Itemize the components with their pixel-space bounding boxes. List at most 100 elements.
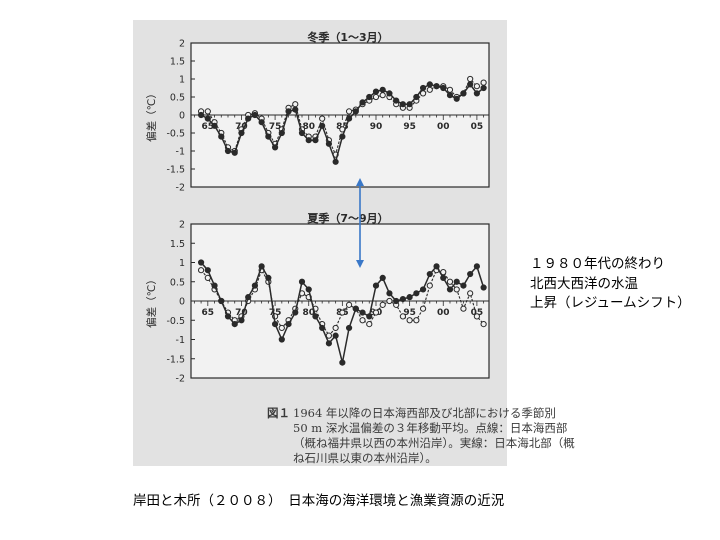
data-point-open bbox=[446, 278, 454, 285]
data-point-open bbox=[413, 317, 420, 324]
note-line: １９８０年代の終わり bbox=[530, 256, 665, 272]
regime-shift-note: １９８０年代の終わり 北西大西洋の水温 上昇（レジュームシフト） bbox=[530, 255, 691, 314]
y-tick-label: 0 bbox=[179, 111, 185, 122]
y-tick-label: 1.5 bbox=[170, 57, 185, 68]
data-point-open bbox=[345, 108, 353, 115]
data-point-filled bbox=[453, 95, 460, 102]
data-point-filled bbox=[271, 144, 279, 151]
data-point-open bbox=[278, 324, 285, 332]
data-point-filled bbox=[285, 108, 292, 115]
y-tick-label: 0.5 bbox=[170, 93, 185, 104]
data-point-filled bbox=[211, 282, 218, 289]
data-point-filled bbox=[298, 129, 306, 137]
data-point-filled bbox=[211, 122, 218, 129]
data-point-filled bbox=[204, 115, 211, 122]
y-tick-label: -1.5 bbox=[166, 165, 185, 176]
y-axis-label: 偏差（℃） bbox=[145, 88, 158, 142]
chart-figure: 冬季（1～3月）21.510.50-0.5-1-1.5-265707580859… bbox=[145, 30, 490, 385]
data-point-open bbox=[426, 86, 433, 93]
data-point-open bbox=[419, 305, 427, 312]
data-point-filled bbox=[359, 309, 366, 316]
data-point-open bbox=[406, 317, 413, 324]
x-tick-label: 00 bbox=[437, 308, 450, 318]
y-tick-label: 1 bbox=[179, 258, 185, 269]
x-tick-label: 65 bbox=[202, 122, 215, 132]
x-tick-label: 05 bbox=[471, 122, 484, 132]
data-point-filled bbox=[312, 313, 319, 320]
data-point-open bbox=[372, 309, 380, 316]
data-point-open bbox=[473, 313, 480, 320]
data-point-filled bbox=[197, 259, 205, 266]
note-line: 北西大西洋の水温 bbox=[530, 275, 638, 292]
data-point-filled bbox=[460, 90, 467, 97]
data-point-filled bbox=[204, 267, 211, 274]
x-tick-label: 95 bbox=[403, 308, 416, 318]
caption-line: ね石川県以東の本州沿岸）。 bbox=[293, 451, 437, 465]
data-point-filled bbox=[305, 137, 312, 144]
caption-line: 50 m 深水温偏差の３年移動平均。点線：日本海西部 bbox=[293, 421, 568, 435]
data-point-filled bbox=[399, 101, 406, 108]
data-point-open bbox=[292, 101, 299, 108]
y-tick-label: -2 bbox=[176, 183, 185, 194]
y-tick-label: 0.5 bbox=[170, 277, 185, 288]
y-tick-label: 0 bbox=[179, 297, 185, 308]
data-point-open bbox=[480, 79, 487, 86]
data-point-filled bbox=[460, 282, 467, 289]
x-tick-label: 75 bbox=[269, 308, 282, 318]
data-point-filled bbox=[345, 115, 353, 122]
data-point-filled bbox=[419, 84, 427, 92]
data-point-filled bbox=[480, 284, 487, 291]
data-point-filled bbox=[292, 106, 299, 113]
data-point-open bbox=[467, 290, 474, 297]
data-point-filled bbox=[251, 282, 259, 289]
panel-title: 夏季（7～9月） bbox=[307, 211, 388, 225]
data-point-filled bbox=[231, 321, 238, 328]
data-point-filled bbox=[332, 332, 339, 339]
data-point-filled bbox=[426, 81, 433, 88]
y-tick-label: -1 bbox=[176, 147, 185, 158]
data-point-filled bbox=[258, 119, 265, 126]
data-point-filled bbox=[339, 133, 346, 140]
y-axis-label: 偏差（℃） bbox=[145, 274, 158, 328]
x-tick-label: 00 bbox=[437, 122, 450, 132]
data-point-filled bbox=[345, 324, 353, 332]
figure-label: 図１ bbox=[267, 406, 290, 420]
data-point-open bbox=[345, 301, 353, 308]
y-tick-label: 2 bbox=[179, 220, 185, 231]
data-point-filled bbox=[319, 324, 326, 332]
data-point-filled bbox=[278, 129, 285, 137]
data-point-filled bbox=[366, 93, 373, 101]
x-tick-label: 70 bbox=[235, 308, 248, 318]
data-point-filled bbox=[197, 111, 205, 119]
data-point-filled bbox=[473, 90, 480, 97]
data-point-filled bbox=[292, 309, 299, 316]
data-point-filled bbox=[453, 278, 460, 285]
y-tick-label: 2 bbox=[179, 39, 185, 50]
data-point-open bbox=[426, 282, 433, 289]
x-tick-label: 80 bbox=[302, 122, 315, 132]
panel-title: 冬季（1～3月） bbox=[307, 30, 388, 44]
data-point-open bbox=[480, 321, 487, 328]
data-point-filled bbox=[446, 286, 454, 293]
data-point-filled bbox=[325, 340, 333, 347]
caption-line: 1964 年以降の日本海西部及び北部における季節別 bbox=[293, 406, 556, 420]
data-point-filled bbox=[278, 336, 285, 343]
data-point-open bbox=[359, 317, 366, 324]
data-point-open bbox=[453, 286, 460, 293]
y-tick-label: -1.5 bbox=[166, 354, 185, 365]
data-point-open bbox=[319, 115, 326, 122]
x-tick-label: 95 bbox=[403, 122, 416, 132]
data-point-open bbox=[366, 321, 373, 328]
data-point-open bbox=[339, 309, 346, 316]
data-point-filled bbox=[386, 90, 393, 97]
data-point-open bbox=[204, 108, 211, 115]
data-point-filled bbox=[406, 101, 413, 108]
y-tick-label: -0.5 bbox=[166, 316, 185, 327]
data-point-filled bbox=[393, 297, 400, 305]
data-point-filled bbox=[285, 321, 292, 328]
data-point-filled bbox=[413, 290, 420, 297]
data-point-open bbox=[446, 86, 454, 93]
data-point-filled bbox=[224, 147, 232, 155]
data-point-filled bbox=[245, 115, 252, 122]
data-point-filled bbox=[332, 158, 339, 165]
